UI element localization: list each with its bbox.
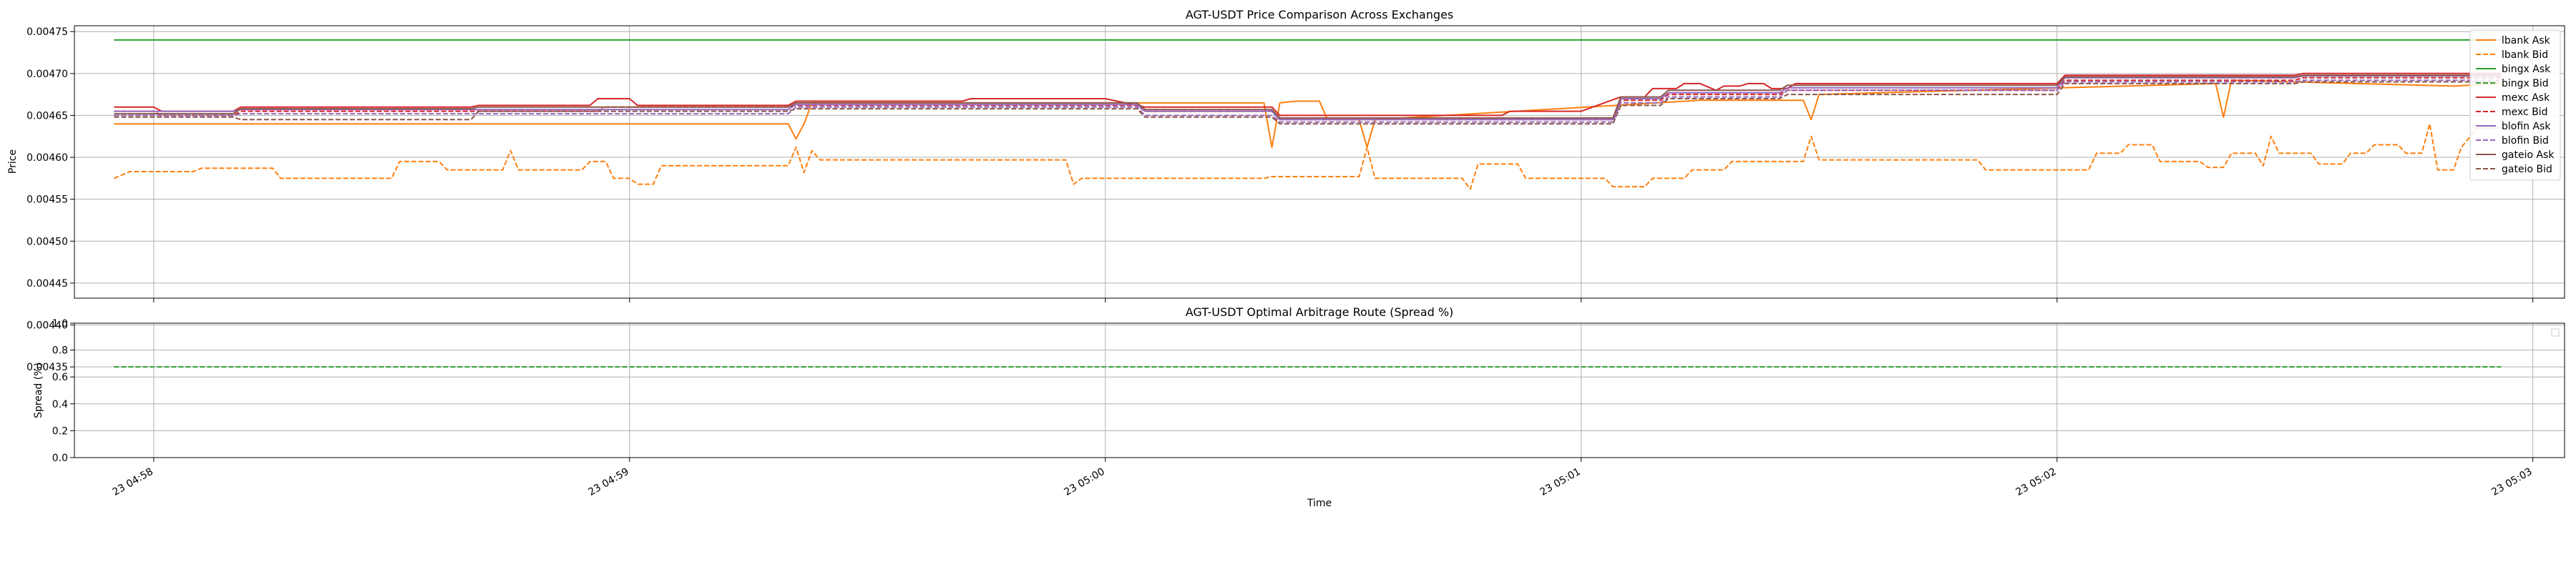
spread-chart-x-label: Time (1307, 498, 1332, 509)
series-line-mexc-ask (114, 72, 2502, 117)
y-tick-label: 0.4 (52, 399, 68, 410)
price-chart-x-ticks (153, 298, 2534, 302)
price-chart: AGT-USDT Price Comparison Across Exchang… (7, 8, 2565, 373)
legend-entry-label: gateio Bid (2502, 164, 2552, 175)
legend-entry-label: lbank Ask (2502, 35, 2551, 46)
spread-chart-title: AGT-USDT Optimal Arbitrage Route (Spread… (1186, 305, 1454, 319)
spread-chart-legend-box (2551, 328, 2560, 337)
y-tick-label: 0.00470 (26, 69, 68, 80)
spread-chart-y-label: Spread (%) (33, 363, 44, 418)
legend-entry-label: lbank Bid (2502, 49, 2548, 61)
y-tick-label: 0.00460 (26, 152, 68, 164)
y-tick-label: 0.00475 (26, 26, 68, 38)
price-chart-y-ticks: 0.00435 0.00440 0.00445 0.00450 0.00455 0.004… (26, 26, 74, 373)
legend-entry-label: blofin Bid (2502, 135, 2549, 147)
y-tick-label: 1.0 (52, 318, 68, 330)
y-tick-label: 0.00445 (26, 278, 68, 290)
y-tick-label: 0.6 (52, 372, 68, 383)
series-line-gateio-ask (114, 74, 2502, 119)
legend-entry-label: bingx Ask (2502, 64, 2551, 75)
legend-entry-label: mexc Bid (2502, 107, 2548, 118)
price-chart-series (114, 39, 2502, 368)
y-tick-label: 0.2 (52, 425, 68, 437)
series-line-gateio-bid (114, 81, 2502, 125)
series-line-lbank-bid (114, 123, 2502, 190)
price-chart-title: AGT-USDT Price Comparison Across Exchang… (1186, 8, 1453, 21)
y-tick-label: 0.00450 (26, 236, 68, 247)
price-chart-legend: lbank Ask lbank Bid bingx Ask bingx Bid mexc… (2469, 29, 2561, 181)
y-tick-label: 0.00455 (26, 194, 68, 206)
spread-chart-frame (74, 322, 2565, 458)
legend-entry-label: bingx Bid (2502, 78, 2549, 89)
series-line-blofin-bid (114, 79, 2502, 123)
y-tick-label: 0.00465 (26, 110, 68, 122)
price-chart-y-label: Price (7, 149, 19, 174)
spread-chart-y-ticks: 0.0 0.2 0.4 0.6 0.8 1.0 (52, 318, 74, 464)
price-chart-frame (74, 25, 2565, 299)
y-tick-label: 0.0 (52, 453, 68, 464)
y-tick-label: 0.00440 (26, 320, 68, 332)
y-tick-label: 0.8 (52, 345, 68, 357)
y-tick-label: 0.00435 (26, 362, 68, 373)
legend-entry-label: blofin Ask (2502, 121, 2551, 132)
legend-entry-label: gateio Ask (2502, 149, 2555, 161)
legend-frame (2469, 29, 2561, 181)
legend-entry-label: mexc Ask (2502, 92, 2550, 104)
